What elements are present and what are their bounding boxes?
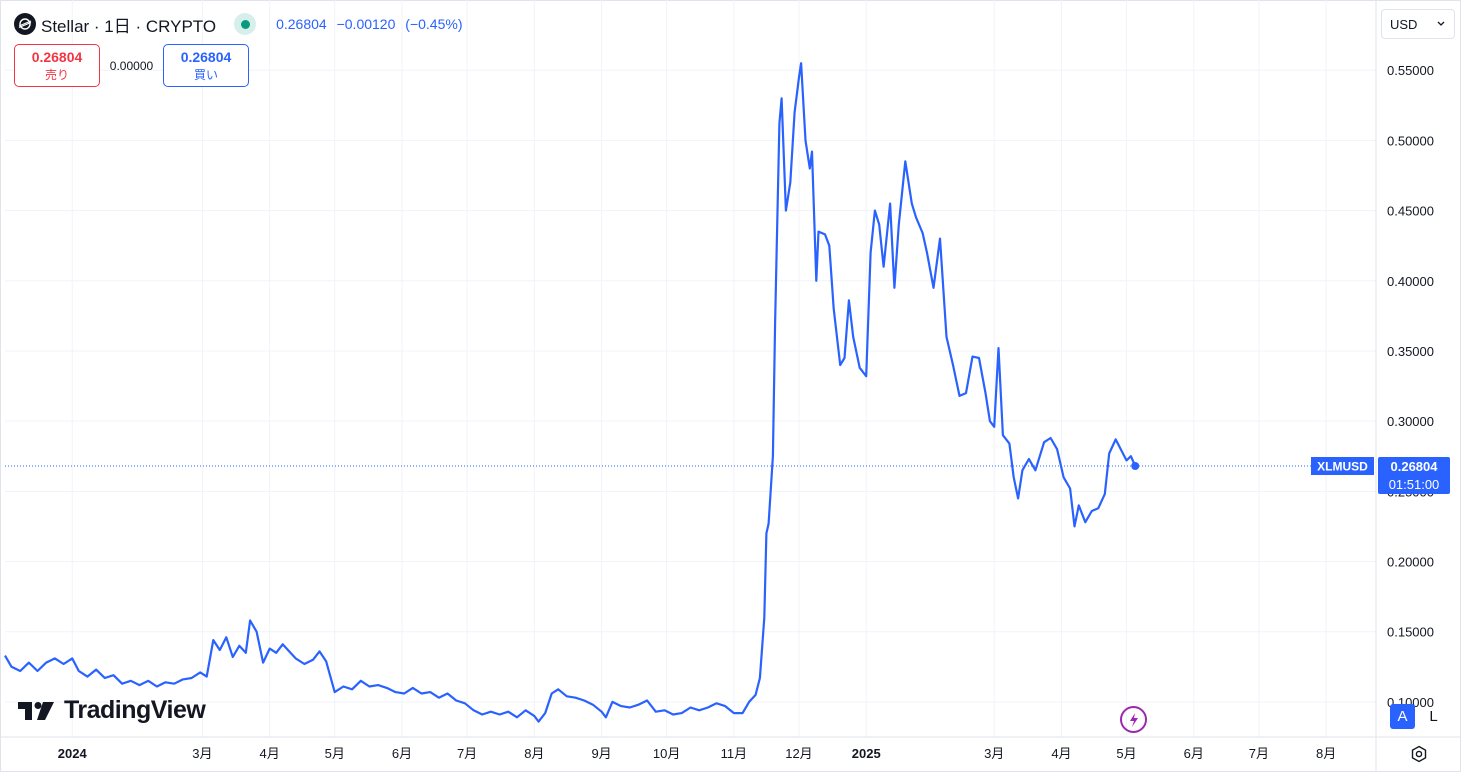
xlm-price-line [4,62,1137,723]
y-tick-label: 0.40000 [1387,274,1434,289]
last-price-marker [1131,462,1140,471]
chevron-down-icon [1437,21,1445,26]
y-tick-label: 0.15000 [1387,625,1434,640]
x-tick-label: 4月 [260,746,280,761]
tradingview-wordmark: TradingView [64,696,206,724]
x-tick-label: 3月 [984,746,1004,761]
auto-scale-button[interactable]: A [1390,704,1415,729]
buy-label: 買い [193,67,218,82]
x-tick-label: 7月 [1249,746,1269,761]
tradingview-logo[interactable]: TradingView [18,696,206,725]
y-tick-label: 0.55000 [1387,63,1434,78]
x-tick-label: 6月 [1184,746,1204,761]
flash-icon[interactable] [1120,706,1147,733]
y-tick-label: 0.50000 [1387,133,1434,148]
symbol-badge-text: XLMUSD [1317,460,1368,474]
chart-header: Stellar · 1日 · CRYPTO 0.26804 −0.00120 (… [14,11,468,37]
price-change: −0.00120 [336,16,396,32]
settings-icon[interactable] [1407,742,1431,766]
x-tick-label: 3月 [192,746,212,761]
currency-select[interactable]: USD [1381,9,1455,39]
x-tick-label: 10月 [653,746,680,761]
y-tick-label: 0.20000 [1387,555,1434,570]
sell-label: 売り [44,67,69,82]
quote-summary: 0.26804 −0.00120 (−0.45%) [276,16,468,32]
sell-price: 0.26804 [31,48,83,65]
price-badge [1378,457,1450,495]
x-tick-label: 5月 [325,746,345,761]
buy-price: 0.26804 [180,48,232,65]
buy-button[interactable]: 0.26804 買い [163,44,249,87]
tradingview-logo-icon [18,701,54,720]
x-tick-label: 2025 [852,746,881,761]
currency-value: USD [1390,16,1418,32]
x-tick-label: 9月 [591,746,611,761]
y-tick-label: 0.30000 [1387,414,1434,429]
spread-value: 0.00000 [109,58,154,73]
price-badge-value: 0.26804 [1391,459,1439,474]
x-tick-label: 7月 [457,746,477,761]
last-price: 0.26804 [276,16,327,32]
series-layer [4,62,1376,723]
countdown-text: 01:51:00 [1389,477,1440,492]
x-tick-label: 4月 [1051,746,1071,761]
symbol-title[interactable]: Stellar · 1日 · CRYPTO [41,16,217,36]
log-scale-button[interactable]: L [1429,708,1438,725]
symbol-badge [1311,457,1374,476]
x-tick-label: 2024 [58,746,88,761]
stellar-logo-icon [14,13,36,35]
x-tick-label: 12月 [785,746,812,761]
y-tick-label: 0.45000 [1387,204,1434,219]
x-tick-label: 8月 [1316,746,1336,761]
grid [5,0,1376,737]
x-tick-label: 6月 [392,746,412,761]
sell-button[interactable]: 0.26804 売り [14,44,100,87]
x-tick-label: 5月 [1116,746,1136,761]
x-tick-label: 11月 [721,746,748,761]
x-tick-label: 8月 [524,746,544,761]
market-status-icon[interactable] [234,13,257,35]
price-labels: XLMUSD 0.26804 01:51:00 [1311,457,1450,495]
price-change-percent: (−0.45%) [405,16,463,32]
trade-panel: 0.26804 売り 0.00000 0.26804 買い [14,44,249,87]
y-tick-label: 0.35000 [1387,344,1434,359]
